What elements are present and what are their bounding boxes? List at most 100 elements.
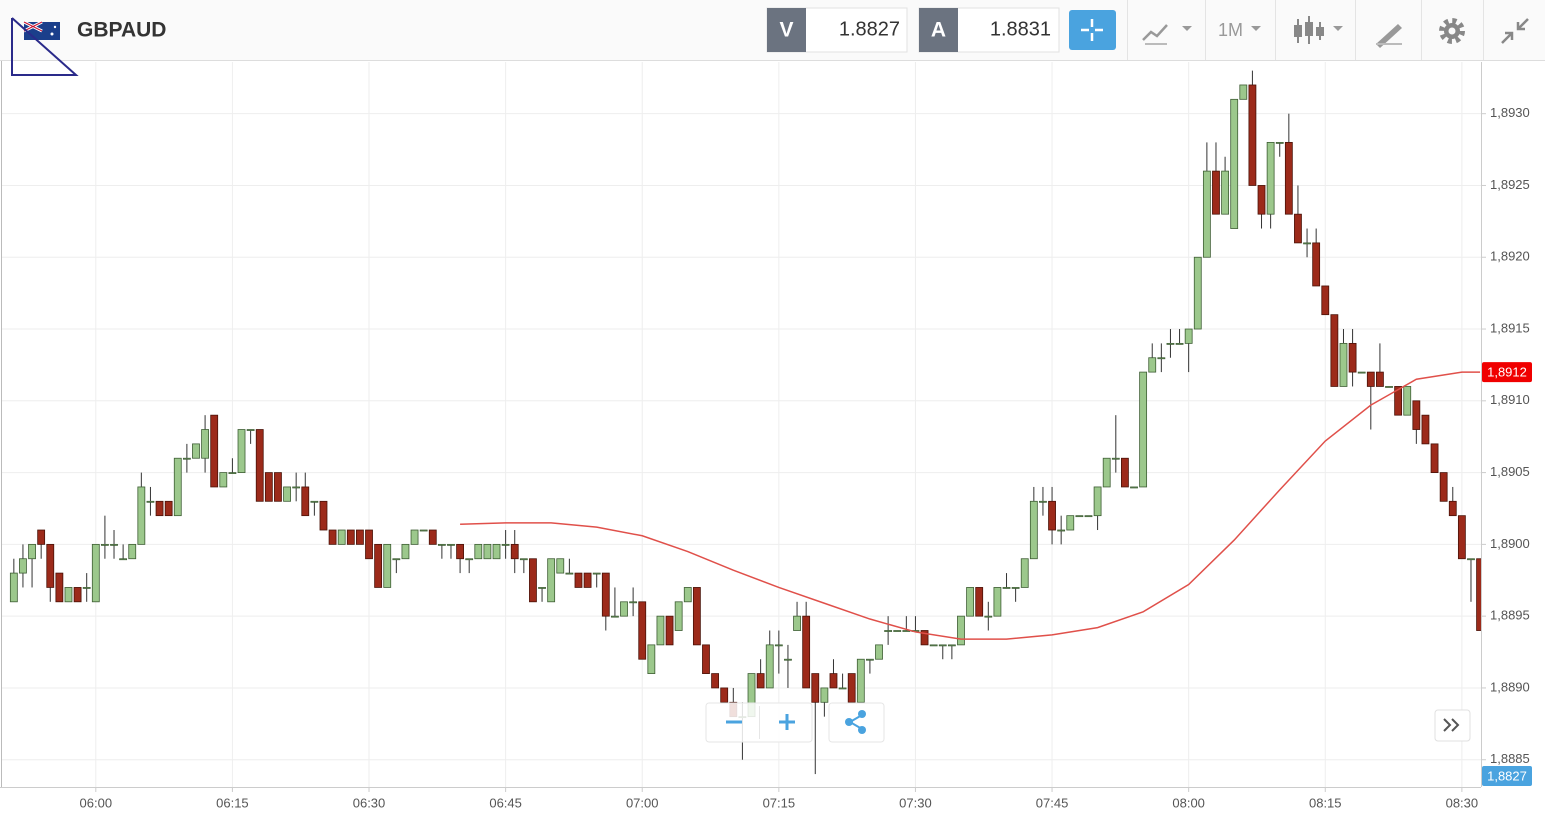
candle-body <box>638 601 647 660</box>
candle-body <box>1403 386 1412 416</box>
candle-body <box>146 500 155 503</box>
candle-body <box>938 644 947 647</box>
candle-body <box>474 543 483 560</box>
y-tick-label: 1,8915 <box>1490 320 1530 335</box>
indicator-button[interactable] <box>1142 24 1192 45</box>
price-tag-label: 1,8912 <box>1487 365 1527 380</box>
candle-body <box>592 572 601 575</box>
candle-body <box>1002 587 1011 589</box>
x-tick-label: 07:30 <box>899 795 932 810</box>
candle-body <box>1057 529 1066 532</box>
candle-body <box>401 543 410 560</box>
timeframe[interactable]: 1M <box>1218 20 1243 40</box>
candle-body <box>1075 515 1084 518</box>
candle-body <box>137 486 146 545</box>
candle-body <box>583 572 592 588</box>
share-button[interactable] <box>845 710 866 734</box>
zoom-in-button[interactable] <box>779 714 795 730</box>
moving-average <box>460 371 1481 640</box>
y-tick-label: 1,8890 <box>1490 679 1530 694</box>
candle-body <box>1121 457 1129 488</box>
candle-body <box>647 644 656 674</box>
candle-body <box>756 673 765 689</box>
candle-body <box>73 587 82 603</box>
chart-type-button[interactable] <box>1294 16 1343 44</box>
sell-price: 1.8827 <box>839 18 900 40</box>
x-tick-label: 07:00 <box>626 795 659 810</box>
candle-body <box>91 543 100 603</box>
axes: 1,8885 1,8890 1,8895 1,8900 1,8905 1,8910 1,89… <box>80 105 1532 810</box>
candle-body <box>346 529 355 545</box>
candle-body <box>547 558 556 603</box>
candle-body <box>237 429 246 473</box>
candle-body <box>219 472 228 488</box>
candle-body <box>82 587 91 589</box>
candle-body <box>984 615 993 618</box>
candle-body <box>966 587 974 617</box>
candle-body <box>1011 587 1020 589</box>
candle-body <box>1193 256 1202 330</box>
candle-body <box>1467 558 1475 561</box>
y-tick-label: 1,8925 <box>1490 177 1530 192</box>
candle-body <box>1303 242 1311 245</box>
candle-body <box>993 587 1002 617</box>
candle-body <box>246 429 255 431</box>
candle-body <box>264 472 273 502</box>
buy-label-bg <box>919 8 958 52</box>
candle-body <box>565 572 574 575</box>
candle-body <box>1330 314 1339 387</box>
candle-body <box>538 587 546 589</box>
candle-body <box>492 543 501 560</box>
collapse-button[interactable] <box>1501 18 1529 44</box>
candle-body <box>674 601 683 631</box>
candle-body <box>228 472 237 474</box>
candle-body <box>28 543 36 560</box>
candle-body <box>1221 170 1229 215</box>
candle-body <box>383 543 392 588</box>
candle-body <box>620 601 628 617</box>
candle-body <box>665 615 674 646</box>
x-tick-label: 06:00 <box>80 795 113 810</box>
candle-body <box>1175 342 1184 345</box>
sell-label-bg <box>767 8 806 52</box>
draw-button[interactable] <box>1376 24 1402 48</box>
candle-body <box>292 486 301 489</box>
x-tick-label: 08:30 <box>1446 795 1479 810</box>
candle-body <box>1266 141 1275 215</box>
y-tick-label: 1,8910 <box>1490 392 1530 407</box>
candle-body <box>1294 213 1302 244</box>
candle-body <box>856 658 865 703</box>
candle-body <box>274 472 282 502</box>
candle-body <box>1230 98 1239 229</box>
candle-body <box>1284 141 1293 215</box>
crosshair-button[interactable] <box>1069 10 1116 50</box>
candle-body <box>173 457 182 517</box>
candle-body <box>456 543 464 560</box>
candle-body <box>1212 170 1220 215</box>
x-tick-label: 08:15 <box>1309 795 1342 810</box>
candle-body <box>1066 515 1075 531</box>
candle-body <box>1376 371 1384 387</box>
scroll-end-button[interactable] <box>1434 709 1471 742</box>
candle-body <box>46 543 55 588</box>
candle-body <box>410 529 419 545</box>
candle-body <box>875 644 883 660</box>
candle-body <box>310 500 319 503</box>
candle-body <box>110 543 118 546</box>
candle-body <box>55 572 64 603</box>
y-tick-label: 1,8895 <box>1490 608 1530 623</box>
candle-body <box>1348 342 1357 373</box>
x-tick-label: 07:15 <box>763 795 796 810</box>
candle-body <box>510 543 519 560</box>
candle-body <box>1275 141 1284 144</box>
candle-body <box>1248 84 1257 186</box>
sell-label: V <box>779 19 793 42</box>
candle-body <box>920 630 929 646</box>
y-tick-label: 1,8920 <box>1490 249 1530 264</box>
settings-button[interactable] <box>1439 18 1465 44</box>
candle-body <box>884 630 893 632</box>
candle-body <box>1166 342 1175 345</box>
candle-body <box>629 601 638 604</box>
